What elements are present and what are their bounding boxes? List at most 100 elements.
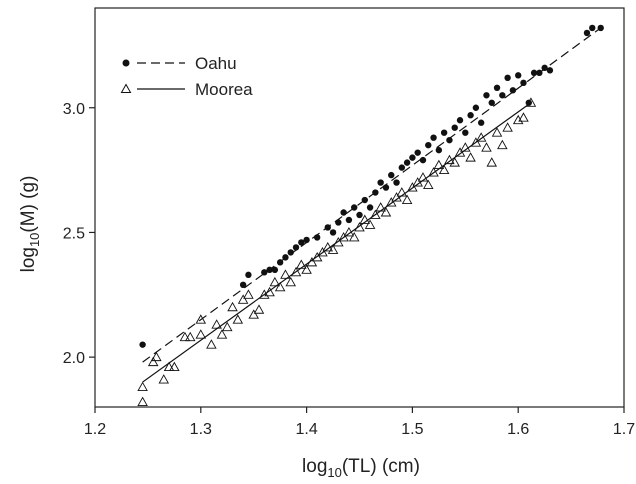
data-point-oahu	[388, 171, 395, 179]
data-point-moorea	[502, 122, 513, 132]
data-point-oahu	[351, 204, 358, 211]
data-point-oahu	[139, 341, 146, 348]
data-point-moorea	[311, 251, 323, 262]
data-point-moorea	[370, 209, 381, 219]
data-point-oahu	[345, 216, 353, 224]
data-point-moorea	[274, 281, 286, 292]
data-point-moorea	[301, 264, 312, 274]
data-point-moorea	[327, 244, 339, 254]
data-point-moorea	[401, 194, 413, 204]
data-point-moorea	[343, 227, 355, 237]
data-point-moorea	[264, 286, 275, 297]
data-point-moorea	[269, 276, 281, 287]
data-point-oahu	[266, 266, 273, 274]
data-point-oahu	[356, 211, 363, 219]
data-point-oahu	[472, 104, 480, 111]
data-point-moorea	[396, 187, 408, 197]
data-point-moorea	[285, 276, 296, 287]
data-point-oahu	[239, 281, 247, 289]
fit-line-oahu	[142, 27, 602, 363]
data-point-moorea	[179, 331, 191, 342]
data-point-oahu	[393, 179, 400, 186]
plot-frame	[94, 7, 625, 408]
data-point-oahu	[456, 117, 464, 124]
data-point-moorea	[359, 214, 371, 224]
data-point-moorea	[438, 164, 450, 175]
data-point-oahu	[419, 156, 427, 164]
legend-moorea-label: Moorea	[195, 80, 253, 99]
data-point-oahu	[340, 209, 347, 216]
data-point-oahu	[361, 196, 368, 204]
data-point-oahu	[493, 84, 501, 92]
data-point-moorea	[460, 142, 471, 152]
y-tick-label: 2.5	[63, 225, 85, 242]
data-point-oahu	[414, 149, 421, 156]
data-point-moorea	[380, 207, 392, 217]
data-point-moorea	[243, 289, 254, 299]
x-tick-label: 1.7	[613, 421, 635, 438]
data-point-moorea	[385, 197, 397, 207]
data-point-moorea	[158, 374, 170, 384]
data-point-oahu	[409, 154, 416, 161]
data-point-oahu	[536, 69, 543, 77]
data-point-oahu	[292, 244, 300, 251]
data-point-oahu	[382, 184, 390, 191]
data-point-moorea	[227, 301, 238, 312]
x-tick-label: 1.5	[401, 421, 423, 438]
data-point-moorea	[296, 259, 307, 269]
x-tick-label: 1.2	[84, 421, 106, 438]
data-point-moorea	[237, 294, 249, 304]
legend: Oahu Moorea	[120, 54, 253, 99]
data-point-moorea	[428, 167, 439, 177]
data-point-moorea	[465, 152, 476, 162]
legend-item-moorea: Moorea	[120, 80, 253, 99]
data-point-moorea	[169, 361, 180, 372]
data-point-moorea	[491, 127, 503, 137]
data-point-oahu	[287, 249, 294, 256]
data-point-oahu	[488, 99, 495, 106]
data-point-oahu	[372, 189, 379, 196]
data-point-moorea	[364, 219, 376, 229]
data-point-oahu	[271, 266, 279, 274]
data-point-oahu	[329, 229, 337, 236]
data-point-moorea	[221, 321, 233, 332]
data-point-moorea	[232, 314, 244, 324]
data-point-moorea	[317, 246, 328, 257]
data-point-moorea	[512, 114, 524, 125]
data-point-oahu	[509, 87, 517, 94]
data-point-oahu	[462, 129, 469, 136]
data-point-oahu	[583, 29, 591, 37]
data-point-oahu	[483, 92, 490, 99]
data-point-oahu	[541, 64, 548, 72]
data-point-moorea	[248, 309, 259, 319]
data-point-oahu	[313, 234, 321, 241]
data-point-moorea	[211, 319, 222, 329]
y-axis-ticks: 2.0 2.5 3.0	[63, 101, 95, 367]
legend-oahu-marker	[122, 59, 130, 67]
data-point-moorea	[195, 314, 207, 324]
data-point-oahu	[520, 79, 527, 87]
data-point-moorea	[444, 154, 455, 165]
fit-line-moorea	[142, 102, 532, 383]
data-point-moorea	[354, 222, 365, 232]
data-point-moorea	[322, 241, 334, 252]
data-point-oahu	[440, 129, 448, 136]
data-point-moorea	[147, 356, 159, 367]
data-point-moorea	[470, 137, 482, 147]
data-point-oahu	[546, 67, 554, 74]
data-point-moorea	[253, 304, 265, 314]
x-tick-label: 1.6	[507, 421, 529, 438]
data-point-oahu	[324, 224, 331, 231]
data-point-moorea	[333, 236, 344, 247]
data-point-oahu	[504, 74, 511, 82]
data-point-moorea	[449, 157, 460, 167]
data-point-oahu	[298, 239, 305, 246]
data-point-oahu	[467, 112, 474, 119]
data-point-oahu	[515, 72, 522, 79]
data-point-oahu	[589, 24, 596, 32]
data-point-moorea	[417, 172, 429, 182]
x-axis-label: log10(TL) (cm)	[302, 456, 420, 480]
y-tick-label: 3.0	[63, 101, 85, 118]
data-point-oahu	[335, 219, 342, 226]
data-point-moorea	[206, 339, 217, 349]
